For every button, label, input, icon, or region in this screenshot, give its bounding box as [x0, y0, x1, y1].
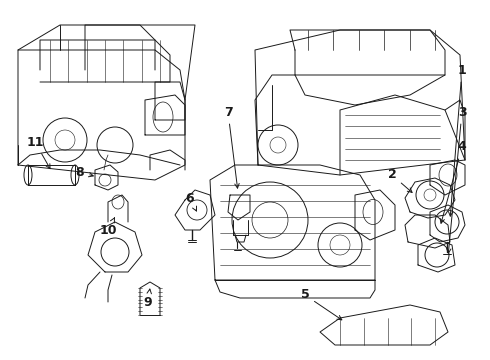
Text: 1: 1 — [448, 63, 466, 216]
Text: 4: 4 — [440, 140, 466, 223]
Text: 10: 10 — [99, 218, 117, 237]
Text: 8: 8 — [75, 166, 93, 179]
Text: 6: 6 — [186, 192, 196, 211]
Text: 7: 7 — [223, 105, 239, 188]
Text: 11: 11 — [26, 135, 50, 168]
Text: 5: 5 — [301, 288, 342, 320]
Text: 2: 2 — [388, 168, 412, 193]
Text: 3: 3 — [446, 105, 466, 253]
Text: 9: 9 — [144, 289, 152, 309]
